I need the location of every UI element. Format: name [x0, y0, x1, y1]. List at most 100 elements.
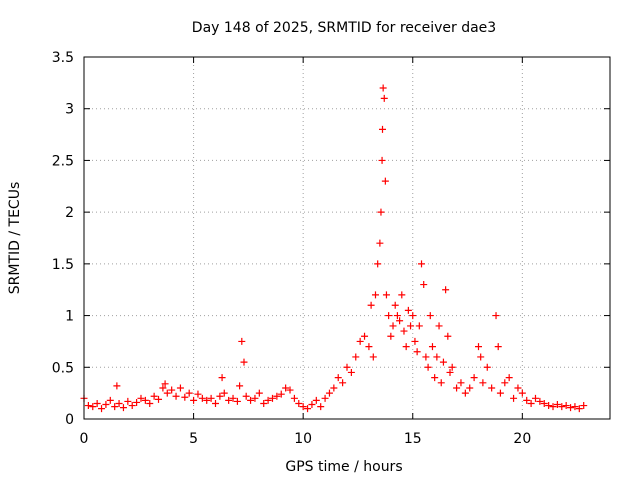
data-point: [365, 343, 373, 351]
data-point: [106, 396, 114, 404]
data-point: [282, 384, 290, 392]
data-point: [396, 317, 404, 325]
data-point: [420, 281, 428, 289]
data-point: [523, 396, 531, 404]
data-point: [424, 363, 432, 371]
data-point: [391, 301, 399, 309]
data-point: [385, 312, 393, 320]
data-point: [155, 395, 163, 403]
data-point: [379, 125, 387, 133]
axis-ticks: 0 0.5 1 1.5 2 2.5 3 3.5 0 5 10 15 20: [52, 50, 610, 447]
x-tick-label: 10: [294, 431, 312, 447]
data-point: [216, 392, 224, 400]
data-point: [198, 394, 206, 402]
data-point: [334, 374, 342, 382]
data-point: [531, 394, 539, 402]
data-point: [212, 399, 219, 407]
x-tick-label: 5: [189, 431, 198, 447]
data-point: [418, 260, 426, 268]
data-point: [141, 396, 149, 404]
data-point: [290, 394, 298, 402]
x-tick-label: 0: [80, 431, 89, 447]
data-point: [540, 399, 548, 407]
data-point: [238, 337, 246, 345]
data-point: [185, 389, 193, 397]
data-point: [325, 389, 333, 397]
data-point: [514, 384, 522, 392]
y-axis-label: SRMTID / TECUs: [7, 182, 23, 295]
data-point: [483, 363, 491, 371]
data-point: [444, 332, 452, 340]
data-point: [286, 386, 294, 394]
data-point: [413, 348, 421, 356]
data-point: [393, 312, 401, 320]
data-point: [190, 396, 198, 404]
data-point: [339, 379, 347, 387]
data-point: [317, 403, 325, 411]
data-point: [203, 396, 211, 404]
data-point: [321, 394, 329, 402]
data-point: [479, 379, 487, 387]
y-tick-label: 1.5: [52, 257, 74, 273]
data-point: [347, 368, 355, 376]
x-axis-label: GPS time / hours: [285, 459, 402, 475]
y-tick-label: 2.5: [52, 153, 74, 169]
data-point: [377, 208, 385, 216]
data-point: [527, 399, 535, 407]
data-point: [218, 374, 226, 382]
data-point: [457, 379, 465, 387]
data-point: [115, 399, 123, 407]
data-point: [433, 353, 441, 361]
data-point: [446, 368, 454, 376]
data-point: [475, 343, 482, 351]
y-tick-label: 1: [65, 309, 74, 325]
data-point: [411, 337, 419, 345]
y-tick-label: 0.5: [52, 360, 74, 376]
data-point: [442, 286, 450, 294]
data-point: [299, 403, 307, 411]
data-point: [89, 403, 97, 411]
data-point: [330, 384, 338, 392]
data-point: [422, 353, 430, 361]
data-point: [176, 384, 184, 392]
data-point: [356, 337, 364, 345]
data-point: [312, 396, 320, 404]
data-point: [113, 382, 121, 390]
data-point: [240, 358, 248, 366]
data-point: [567, 404, 575, 412]
data-point: [382, 291, 390, 299]
data-point: [518, 389, 526, 397]
data-point: [260, 399, 268, 407]
data-point: [501, 379, 509, 387]
data-point: [277, 390, 285, 398]
data-point: [247, 396, 255, 404]
data-point: [387, 332, 395, 340]
data-point: [137, 394, 145, 402]
data-point: [194, 390, 202, 398]
data-point: [402, 343, 410, 351]
data-point: [84, 402, 92, 410]
data-point: [163, 389, 171, 397]
data-point: [93, 399, 101, 407]
data-point: [111, 403, 119, 411]
data-point: [571, 403, 579, 411]
plot-frame: [83, 56, 611, 420]
data-point: [264, 396, 272, 404]
data-point: [369, 353, 377, 361]
data-point: [505, 374, 513, 382]
data-point: [251, 394, 259, 402]
data-point: [398, 291, 406, 299]
data-point: [496, 389, 504, 397]
data-points: [80, 84, 588, 413]
data-point: [477, 353, 485, 361]
data-point: [304, 405, 312, 413]
data-point: [439, 358, 447, 366]
data-point: [255, 389, 263, 397]
data-point: [428, 343, 436, 351]
y-tick-label: 0: [65, 412, 74, 428]
data-point: [374, 260, 382, 268]
data-point: [492, 312, 500, 320]
data-point: [207, 394, 215, 402]
data-point: [580, 402, 588, 410]
data-point: [470, 374, 478, 382]
